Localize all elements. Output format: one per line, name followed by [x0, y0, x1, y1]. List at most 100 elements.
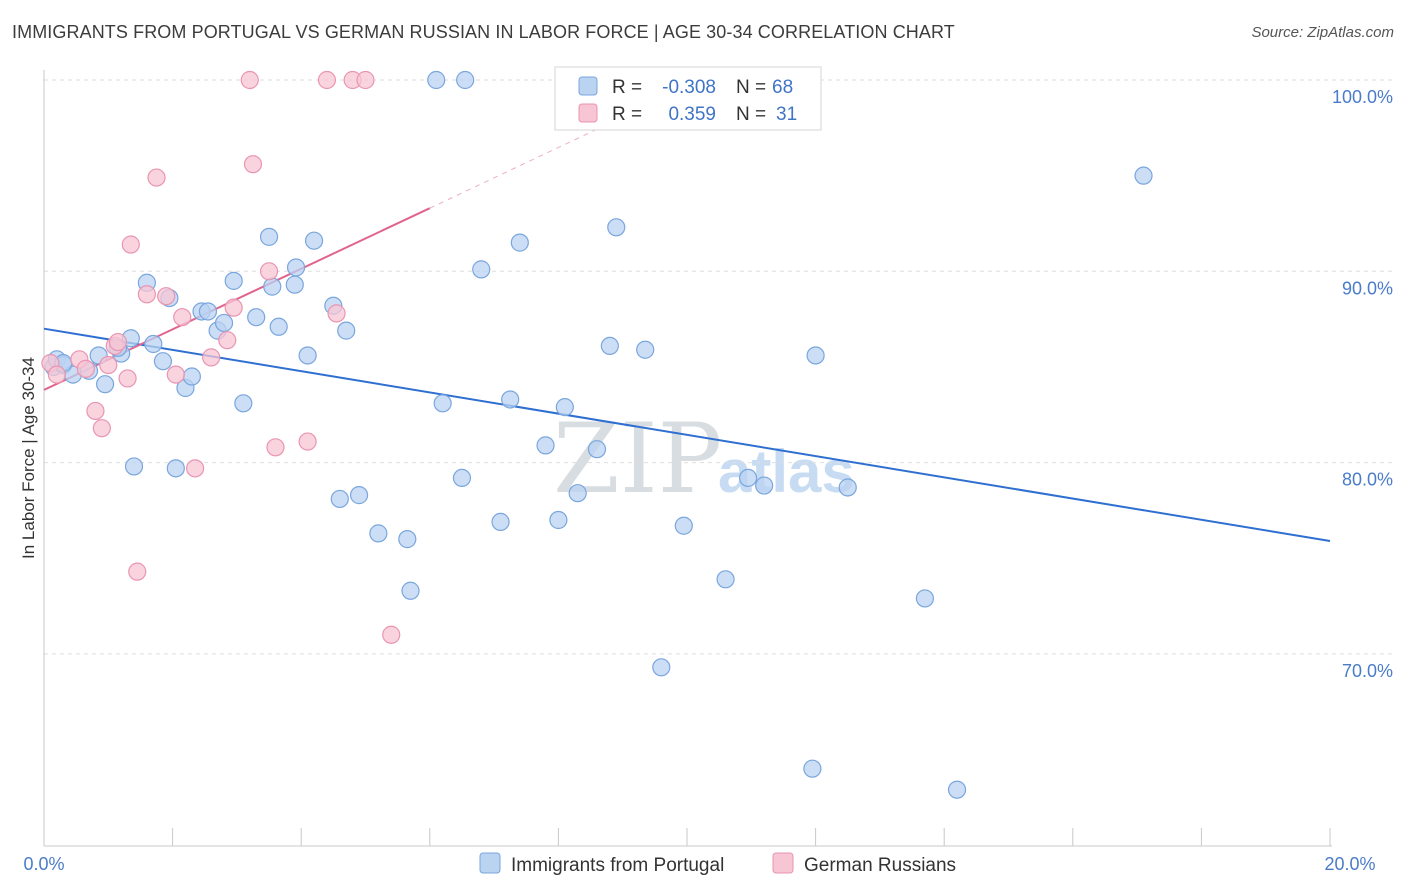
stats-legend-box [554, 66, 822, 131]
point-portugal-45 [510, 233, 529, 252]
point-portugal-43 [491, 512, 510, 532]
series-legend: Immigrants from Portugal German Russians [479, 852, 956, 876]
point-portugal-57 [738, 468, 758, 488]
point-portugal-23 [247, 308, 266, 327]
point-portugal-14 [166, 459, 185, 478]
point-german-russians-22 [243, 155, 263, 174]
point-portugal-28 [286, 258, 306, 277]
point-german-russians-17 [186, 459, 205, 478]
point-portugal-11 [144, 334, 163, 354]
point-portugal-21 [224, 271, 243, 290]
point-portugal-25 [263, 277, 282, 296]
point-portugal-18 [198, 302, 218, 321]
point-german-russians-23 [259, 262, 279, 281]
point-portugal-51 [600, 336, 619, 356]
x-tick-label-min: 0.0% [23, 854, 64, 874]
point-portugal-37 [401, 581, 420, 600]
point-german-russians-3 [76, 359, 95, 378]
x-axis-ticks [43, 828, 1331, 846]
point-portugal-59 [755, 476, 774, 495]
legend-swatch-portugal [479, 852, 501, 874]
stats-n-value-german-russians: 31 [776, 104, 797, 125]
point-portugal-65 [1134, 166, 1153, 185]
stats-n-value-portugal: 68 [772, 77, 793, 98]
point-german-russians-12 [137, 285, 156, 304]
stats-r-label-portugal: R = [612, 77, 642, 98]
point-german-russians-4 [86, 401, 105, 421]
point-portugal-24 [259, 227, 279, 246]
point-portugal-36 [398, 530, 417, 549]
point-german-russians-8 [108, 332, 128, 352]
point-german-russians-30 [382, 625, 401, 644]
point-german-russians-29 [356, 70, 375, 90]
point-german-russians-16 [173, 308, 192, 327]
chart-title: IMMIGRANTS FROM PORTUGAL VS GERMAN RUSSI… [12, 22, 955, 42]
point-portugal-35 [369, 524, 388, 543]
point-german-russians-25 [298, 432, 317, 451]
stats-legend-swatch-portugal [578, 76, 598, 96]
point-portugal-12 [153, 352, 173, 371]
trendline-portugal [43, 327, 1331, 543]
point-portugal-46 [536, 436, 555, 455]
point-portugal-39 [433, 394, 452, 413]
point-portugal-16 [182, 367, 201, 386]
point-german-russians-9 [118, 369, 137, 388]
point-german-russians-14 [157, 287, 176, 306]
point-german-russians-1 [47, 365, 66, 384]
point-portugal-27 [285, 275, 304, 294]
point-portugal-62 [838, 478, 857, 497]
stats-n-label-german-russians: N = [736, 104, 766, 125]
legend-swatch-german-russians [772, 852, 794, 874]
point-german-russians-6 [99, 355, 118, 375]
point-portugal-47 [549, 510, 568, 530]
point-portugal-32 [330, 489, 349, 509]
point-portugal-29 [298, 346, 317, 365]
point-portugal-33 [337, 321, 356, 340]
point-german-russians-11 [128, 562, 147, 581]
data-points [41, 70, 1153, 799]
point-portugal-26 [269, 317, 288, 336]
point-portugal-55 [674, 516, 693, 535]
y-axis-title: In Labor Force | Age 30-34 [19, 357, 38, 559]
point-german-russians-10 [121, 235, 140, 254]
point-portugal-34 [349, 486, 369, 505]
point-portugal-22 [234, 394, 253, 413]
point-german-russians-15 [166, 365, 185, 384]
stats-legend-swatch-german-russians [578, 103, 598, 123]
point-portugal-52 [607, 218, 626, 237]
stats-legend: R = -0.308 N = 68 R = 0.359 N = 31 [554, 66, 822, 131]
point-portugal-61 [806, 346, 825, 365]
point-german-russians-20 [224, 298, 243, 317]
point-german-russians-26 [317, 70, 337, 90]
point-portugal-9 [124, 457, 144, 476]
point-german-russians-21 [240, 70, 259, 90]
y-tick-label-80: 80.0% [1342, 470, 1393, 490]
y-tick-label-90: 90.0% [1342, 278, 1393, 298]
trendline-german-russians-extension [429, 119, 617, 209]
point-portugal-56 [716, 570, 735, 589]
stats-r-label-german-russians: R = [612, 104, 642, 125]
point-portugal-40 [452, 468, 472, 488]
point-portugal-49 [568, 484, 587, 503]
y-axis-tick-labels: 70.0% 80.0% 90.0% 100.0% [1332, 87, 1393, 681]
stats-r-value-portugal: -0.308 [662, 77, 716, 98]
y-tick-label-70: 70.0% [1342, 661, 1393, 681]
point-portugal-30 [304, 231, 324, 250]
point-german-russians-5 [92, 419, 111, 438]
point-portugal-63 [915, 589, 935, 608]
point-portugal-48 [555, 398, 574, 417]
point-portugal-50 [587, 440, 607, 459]
point-german-russians-18 [202, 348, 221, 367]
point-portugal-38 [427, 70, 446, 90]
chart-source: Source: ZipAtlas.com [1251, 24, 1394, 41]
point-portugal-6 [95, 375, 115, 394]
point-german-russians-13 [147, 168, 166, 187]
point-portugal-60 [803, 759, 822, 778]
x-tick-label-max: 20.0% [1324, 854, 1375, 874]
point-portugal-20 [214, 313, 234, 333]
stats-n-label-portugal: N = [736, 77, 766, 98]
point-portugal-53 [636, 340, 655, 359]
legend-label-german-russians: German Russians [804, 855, 956, 876]
y-tick-label-100: 100.0% [1332, 87, 1393, 107]
